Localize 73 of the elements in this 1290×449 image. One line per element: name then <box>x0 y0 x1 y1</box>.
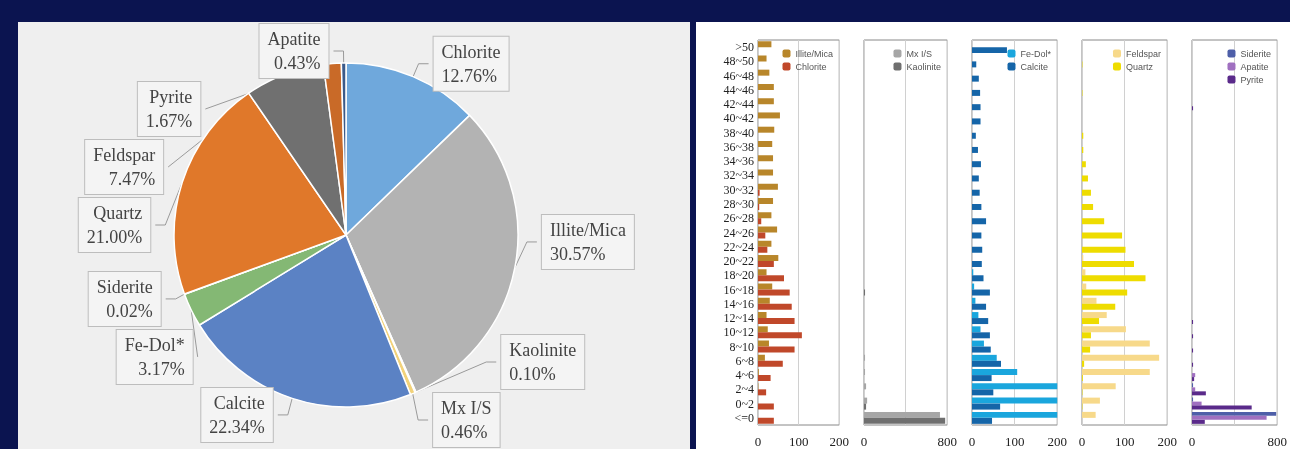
legend-label: Quartz <box>1125 61 1154 72</box>
data-label: 0.02% <box>106 300 153 321</box>
y-tick-label: 24~26 <box>723 225 754 240</box>
y-tick-label: 18~20 <box>723 268 754 283</box>
slice-label: Feldspar <box>93 145 156 165</box>
slice-label: Illite/Mica <box>549 219 626 240</box>
y-tick-label: 30~32 <box>723 182 754 197</box>
legend-label: Pyrite <box>1240 74 1264 85</box>
x-tick-label: 800 <box>937 434 957 449</box>
x-tick-label: 100 <box>1004 434 1025 449</box>
data-label: 0.43% <box>273 53 321 73</box>
y-tick-label: 48~50 <box>723 54 754 69</box>
slice-label: Quartz <box>93 203 143 223</box>
x-tick-label: 0 <box>754 434 762 449</box>
legend-label: Fe-Dol* <box>1020 48 1052 59</box>
legend-label: Mx I/S <box>906 48 932 59</box>
y-tick-label: 2~4 <box>735 382 754 397</box>
y-tick-label: <=0 <box>734 410 754 425</box>
x-tick-label: 0 <box>968 434 976 449</box>
legend-label: Apatite <box>1240 61 1269 72</box>
y-tick-label: 34~36 <box>723 154 754 169</box>
legend-label: Siderite <box>1240 48 1271 59</box>
slice-label: Apatite <box>267 29 321 49</box>
x-tick-label: 200 <box>1047 434 1067 449</box>
y-tick-label: 4~6 <box>735 368 754 383</box>
y-tick-label: 42~44 <box>723 97 754 112</box>
data-label: 3.17% <box>138 358 185 379</box>
x-tick-label: 0 <box>1078 434 1086 449</box>
y-tick-label: 16~18 <box>723 282 754 297</box>
x-tick-label: 200 <box>829 434 849 449</box>
legend-label: Feldspar <box>1125 48 1161 59</box>
y-tick-label: 22~24 <box>723 239 754 254</box>
y-tick-label: >50 <box>735 40 754 55</box>
legend-label: Chlorite <box>795 61 827 72</box>
y-tick-label: 0~2 <box>735 396 754 411</box>
y-tick-label: 8~10 <box>729 339 754 354</box>
data-label: 12.76% <box>441 65 498 86</box>
y-tick-label: 6~8 <box>735 353 754 368</box>
y-tick-label: 32~34 <box>723 168 754 183</box>
y-tick-label: 10~12 <box>723 325 754 340</box>
y-tick-label: 12~14 <box>723 311 754 326</box>
slice-label: Chlorite <box>441 41 501 62</box>
y-tick-label: 40~42 <box>723 111 754 126</box>
x-tick-label: 100 <box>788 434 809 449</box>
legend-label: Illite/Mica <box>795 48 834 59</box>
x-tick-label: 200 <box>1157 434 1177 449</box>
data-label: 22.34% <box>209 416 265 437</box>
x-tick-label: 0 <box>860 434 868 449</box>
data-label: 0.46% <box>441 422 488 442</box>
slice-label: Pyrite <box>149 87 193 107</box>
y-tick-label: 44~46 <box>723 82 754 97</box>
data-label: 0.10% <box>509 364 556 384</box>
slice-label: Mx I/S <box>441 398 492 418</box>
slice-label: Kaolinite <box>509 340 577 360</box>
y-tick-label: 20~22 <box>723 254 754 269</box>
y-tick-label: 26~28 <box>723 211 754 226</box>
x-tick-label: 0 <box>1188 434 1196 449</box>
data-label: 30.57% <box>549 243 606 264</box>
legend-label: Calcite <box>1020 61 1049 72</box>
slice-label: Siderite <box>96 276 153 297</box>
y-tick-label: 36~38 <box>723 139 754 154</box>
data-label: 21.00% <box>86 227 143 247</box>
data-label: 7.47% <box>108 169 156 189</box>
y-tick-label: 38~40 <box>723 125 754 140</box>
y-tick-label: 14~16 <box>723 296 754 311</box>
slice-label: Fe-Dol* <box>124 334 185 355</box>
y-tick-label: 46~48 <box>723 68 754 83</box>
slice-label: Calcite <box>213 392 265 413</box>
x-tick-label: 100 <box>1114 434 1135 449</box>
data-label: 1.67% <box>145 111 193 131</box>
legend-label: Kaolinite <box>906 61 942 72</box>
x-tick-label: 800 <box>1267 434 1287 449</box>
y-tick-label: 28~30 <box>723 196 754 211</box>
